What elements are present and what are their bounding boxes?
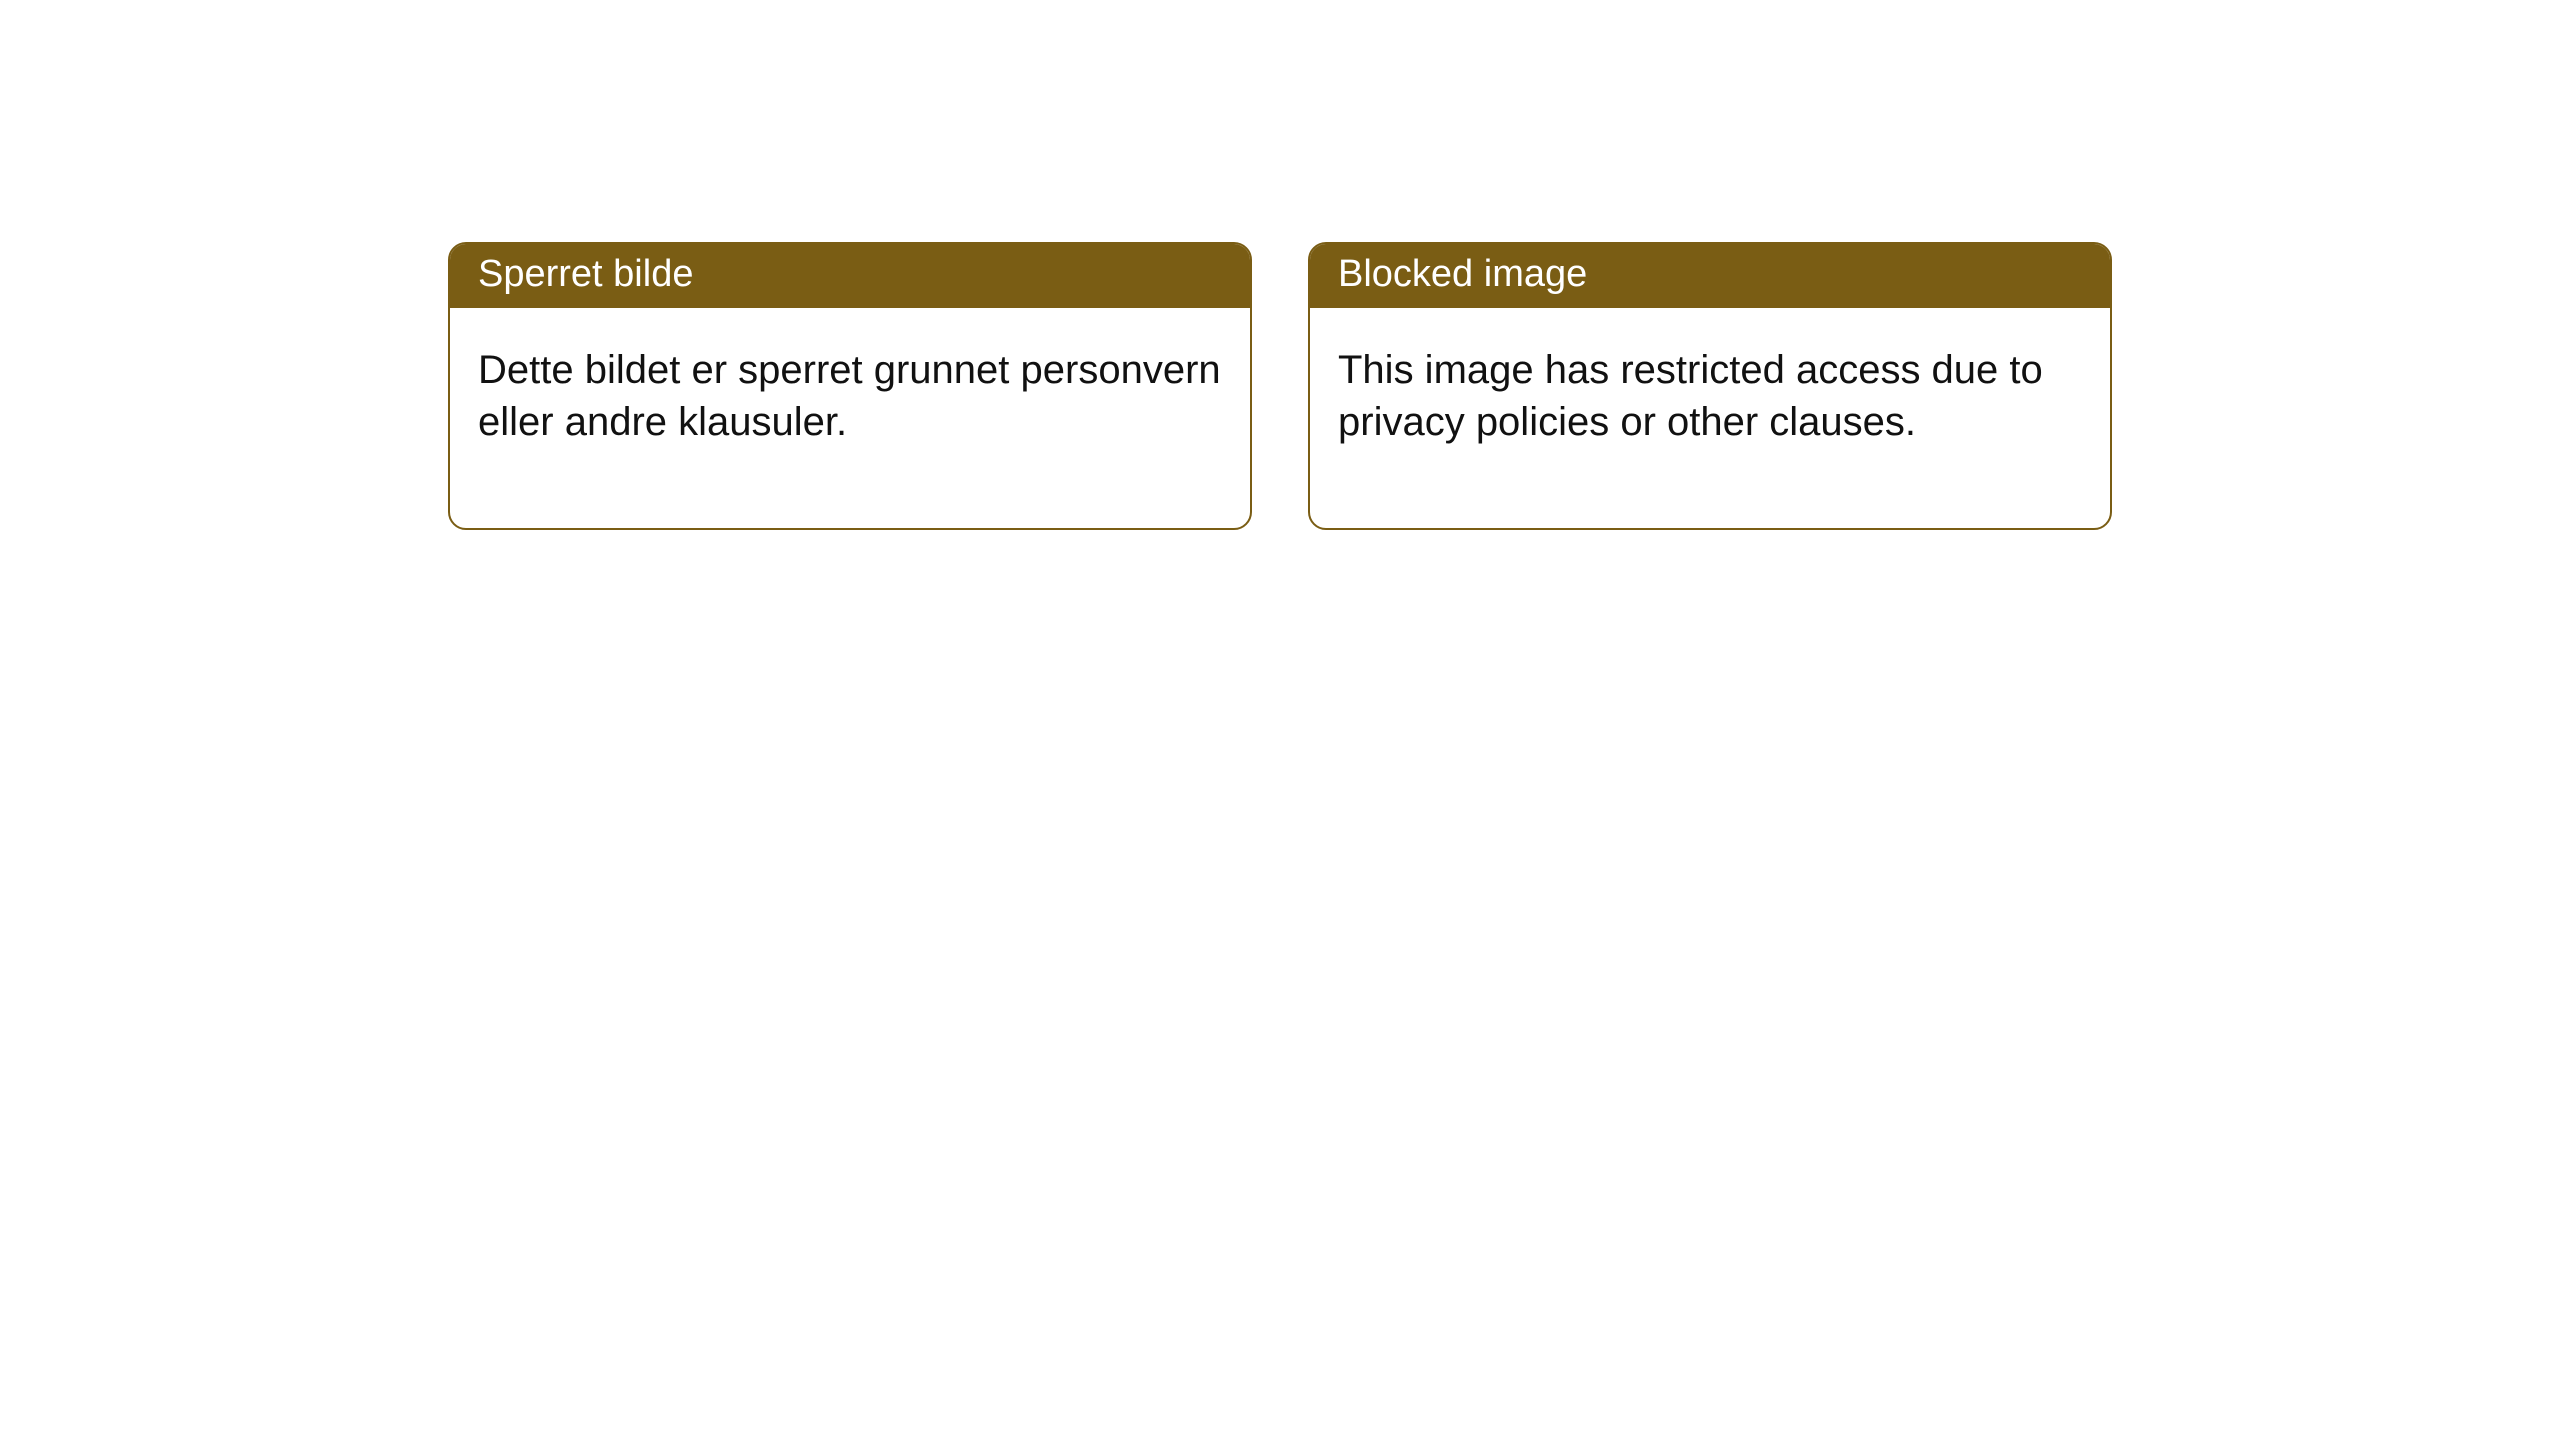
notice-card-english: Blocked image This image has restricted … bbox=[1308, 242, 2112, 530]
notice-card-norwegian: Sperret bilde Dette bildet er sperret gr… bbox=[448, 242, 1252, 530]
notice-body: This image has restricted access due to … bbox=[1310, 308, 2110, 528]
notice-title: Blocked image bbox=[1310, 244, 2110, 308]
notice-body: Dette bildet er sperret grunnet personve… bbox=[450, 308, 1250, 528]
notice-container: Sperret bilde Dette bildet er sperret gr… bbox=[0, 0, 2560, 530]
notice-title: Sperret bilde bbox=[450, 244, 1250, 308]
